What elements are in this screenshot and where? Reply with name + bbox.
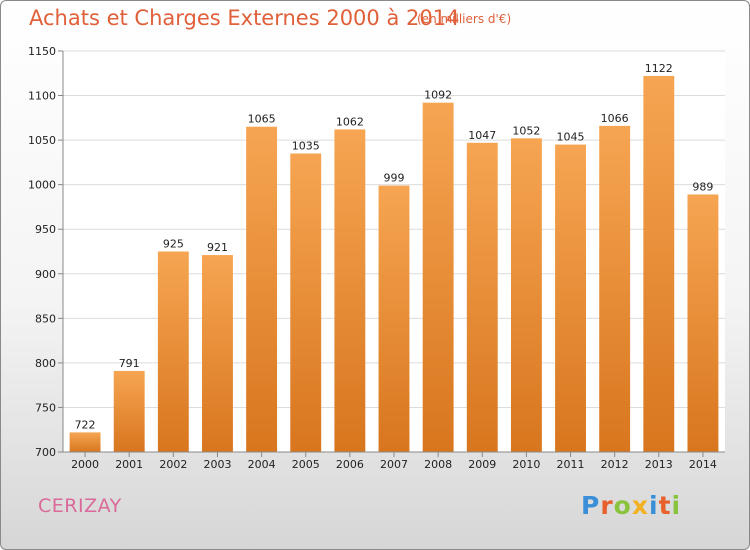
- logo-letter: i: [649, 491, 659, 520]
- y-tick-label: 750: [35, 401, 56, 414]
- data-label-2004: 1065: [248, 113, 276, 126]
- x-tick-label: 2001: [115, 458, 143, 471]
- data-label-2010: 1052: [512, 124, 540, 137]
- x-tick-label: 2012: [601, 458, 629, 471]
- logo-letter: x: [631, 491, 649, 520]
- x-tick-label: 2009: [468, 458, 496, 471]
- data-label-2009: 1047: [468, 129, 496, 142]
- data-label-2014: 989: [692, 180, 713, 193]
- commune-name: CERIZAY: [38, 495, 122, 517]
- bar-2007: [378, 185, 410, 452]
- logo-letter: i: [671, 491, 682, 520]
- data-label-2013: 1122: [645, 62, 673, 75]
- y-tick-label: 1000: [28, 179, 56, 192]
- bar-2008: [422, 102, 454, 452]
- data-label-2001: 791: [119, 357, 140, 370]
- data-label-2007: 999: [384, 172, 405, 185]
- y-tick-label: 850: [35, 312, 56, 325]
- bar-2009: [466, 142, 498, 453]
- data-label-2002: 925: [163, 238, 184, 251]
- x-tick-label: 2013: [645, 458, 673, 471]
- chart-subtitle: (en milliers d'€): [417, 12, 512, 26]
- bar-2002: [157, 251, 189, 452]
- bar-2012: [599, 125, 631, 452]
- data-label-2006: 1062: [336, 115, 364, 128]
- bar-2014: [687, 194, 719, 453]
- x-tick-label: 2000: [71, 458, 99, 471]
- x-tick-label: 2008: [424, 458, 452, 471]
- bar-2006: [334, 129, 366, 452]
- x-axis: 2000 2001 2002 2003 2004 2005 2006 2007 2008 2009…: [63, 451, 725, 471]
- x-tick-label: 2002: [159, 458, 187, 471]
- logo-letter: o: [613, 491, 632, 520]
- x-tick-label: 2003: [203, 458, 231, 471]
- chart-title: Achats et Charges Externes 2000 à 2014: [29, 6, 460, 30]
- bar-2013: [643, 75, 675, 452]
- x-tick-label: 2011: [557, 458, 585, 471]
- y-axis: 700 750 800 850 900 950 1000 1050 1100 1150: [28, 45, 64, 459]
- bar-2010: [510, 138, 542, 452]
- bar-2000: [69, 432, 101, 452]
- data-label-2005: 1035: [292, 139, 320, 152]
- x-tick-label: 2006: [336, 458, 364, 471]
- bar-2001: [113, 370, 145, 452]
- y-tick-label: 1150: [28, 45, 56, 58]
- bar-series: [69, 75, 719, 453]
- x-tick-label: 2005: [292, 458, 320, 471]
- x-tick-label: 2004: [248, 458, 276, 471]
- y-tick-label: 1100: [28, 90, 56, 103]
- x-tick-label: 2010: [512, 458, 540, 471]
- bar-2004: [246, 126, 278, 452]
- y-tick-label: 800: [35, 357, 56, 370]
- proxiti-logo: Proxiti: [581, 491, 681, 520]
- y-tick-label: 1050: [28, 134, 56, 147]
- logo-letter: P: [581, 491, 601, 520]
- y-tick-label: 900: [35, 268, 56, 281]
- logo-letter: r: [600, 491, 614, 520]
- x-tick-label: 2007: [380, 458, 408, 471]
- y-tick-label: 700: [35, 446, 56, 459]
- data-label-2000: 722: [75, 418, 96, 431]
- data-label-2011: 1045: [557, 131, 585, 144]
- logo-letter: t: [658, 491, 672, 520]
- data-label-2008: 1092: [424, 89, 452, 102]
- data-label-2003: 921: [207, 241, 228, 254]
- bar-2003: [202, 255, 233, 452]
- data-label-2012: 1066: [601, 112, 629, 125]
- bar-2005: [290, 153, 322, 452]
- y-tick-label: 950: [35, 223, 56, 236]
- data-labels: 722 791 925 921 1065 1035 1062 999 1092 1047 1052 1…: [75, 62, 714, 431]
- bar-2011: [555, 144, 586, 453]
- x-tick-label: 2014: [689, 458, 717, 471]
